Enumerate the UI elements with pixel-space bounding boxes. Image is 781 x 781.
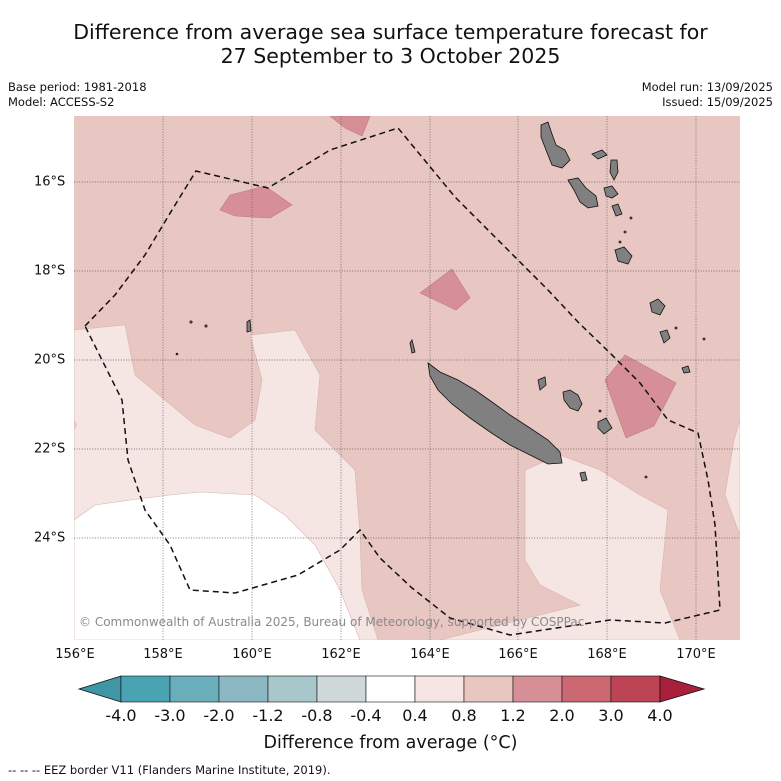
belep-islands bbox=[409, 339, 416, 354]
title-line-1: Difference from average sea surface temp… bbox=[73, 20, 708, 44]
colorbar-segment bbox=[365, 675, 416, 703]
chesterfield-island bbox=[246, 319, 252, 333]
colorbar-tick: 3.0 bbox=[598, 706, 624, 725]
sst-light-region-edge bbox=[724, 419, 740, 536]
meta-left: Base period: 1981-2018 Model: ACCESS-S2 bbox=[8, 80, 147, 110]
vanuatu-aneityum bbox=[659, 329, 671, 344]
lat-label-24s: 24°S bbox=[34, 530, 66, 546]
colorbar-tick: 0.4 bbox=[402, 706, 428, 725]
title-line-2: 27 September to 3 October 2025 bbox=[220, 44, 561, 68]
lat-label-18s: 18°S bbox=[34, 263, 66, 279]
issued-date: Issued: 15/09/2025 bbox=[662, 95, 773, 109]
sst-warm-patch-2 bbox=[219, 185, 293, 219]
lon-label-162: 162°E bbox=[321, 647, 361, 662]
vanuatu-island-6 bbox=[611, 203, 623, 217]
meta-right: Model run: 13/09/2025 Issued: 15/09/2025 bbox=[642, 80, 773, 110]
colorbar bbox=[77, 675, 706, 703]
vanuatu-espiritu bbox=[540, 121, 571, 169]
vanuatu-island-4 bbox=[609, 159, 619, 181]
colorbar-segment bbox=[218, 675, 269, 703]
lon-label-170: 170°E bbox=[676, 647, 716, 662]
lon-label-166: 166°E bbox=[498, 647, 538, 662]
vanuatu-malakula bbox=[567, 177, 599, 209]
sst-warm-patch-1 bbox=[329, 116, 371, 137]
model-name: Model: ACCESS-S2 bbox=[8, 95, 115, 109]
sst-warm-patch-4 bbox=[604, 354, 677, 439]
colorbar-segment bbox=[316, 675, 367, 703]
matthew-island bbox=[681, 365, 691, 374]
base-period: Base period: 1981-2018 bbox=[8, 80, 147, 94]
lat-label-16s: 16°S bbox=[34, 174, 66, 190]
colorbar-tick: 0.8 bbox=[451, 706, 477, 725]
colorbar-segment bbox=[561, 675, 612, 703]
sst-warm-patch-3 bbox=[419, 268, 471, 311]
colorbar-segment bbox=[414, 675, 465, 703]
graticule bbox=[74, 116, 740, 640]
vanuatu-erromango bbox=[614, 246, 633, 265]
vanuatu-efate bbox=[603, 185, 619, 199]
colorbar-segment bbox=[512, 675, 563, 703]
lon-label-168: 168°E bbox=[587, 647, 627, 662]
colorbar-tick: -4.0 bbox=[105, 706, 137, 725]
isle-of-pines bbox=[579, 471, 588, 482]
landmasses bbox=[175, 121, 706, 482]
colorbar-extend-high bbox=[659, 675, 706, 703]
lat-label-22s: 22°S bbox=[34, 441, 66, 457]
colorbar-tick: -3.0 bbox=[154, 706, 186, 725]
lon-label-164: 164°E bbox=[410, 647, 450, 662]
colorbar-tick: -0.4 bbox=[350, 706, 382, 725]
new-caledonia-main bbox=[427, 362, 563, 465]
colorbar-tick: -2.0 bbox=[203, 706, 235, 725]
sst-neutral-region bbox=[74, 491, 361, 640]
eez-legend-footer: -- -- -- EEZ border V11 (Flanders Marine… bbox=[8, 763, 331, 777]
loyalty-island-3 bbox=[537, 376, 547, 391]
model-run: Model run: 13/09/2025 bbox=[641, 80, 773, 94]
vanuatu-tanna bbox=[649, 298, 666, 316]
vanuatu-island-5 bbox=[591, 149, 608, 160]
colorbar-tick: -0.8 bbox=[301, 706, 333, 725]
map-credit: © Commonwealth of Australia 2025, Bureau… bbox=[79, 615, 584, 629]
colorbar-title: Difference from average (°C) bbox=[263, 733, 518, 753]
sst-light-left-tip bbox=[74, 418, 77, 432]
loyalty-island-2 bbox=[597, 417, 613, 435]
colorbar-tick: -1.2 bbox=[252, 706, 284, 725]
colorbar-segment bbox=[267, 675, 318, 703]
lon-label-158: 158°E bbox=[143, 647, 183, 662]
colorbar-extend-low bbox=[77, 675, 122, 703]
colorbar-tick: 4.0 bbox=[647, 706, 673, 725]
colorbar-segment bbox=[463, 675, 514, 703]
lat-label-20s: 20°S bbox=[34, 352, 66, 368]
colorbar-segment bbox=[169, 675, 220, 703]
lon-label-156: 156°E bbox=[55, 647, 95, 662]
loyalty-island-1 bbox=[562, 389, 583, 412]
colorbar-segment bbox=[120, 675, 171, 703]
colorbar-tick: 1.2 bbox=[500, 706, 526, 725]
map-title: Difference from average sea surface temp… bbox=[0, 20, 781, 68]
lon-label-160: 160°E bbox=[232, 647, 272, 662]
colorbar-segment bbox=[610, 675, 661, 703]
colorbar-tick: 2.0 bbox=[549, 706, 575, 725]
sst-light-region-east bbox=[439, 454, 681, 640]
